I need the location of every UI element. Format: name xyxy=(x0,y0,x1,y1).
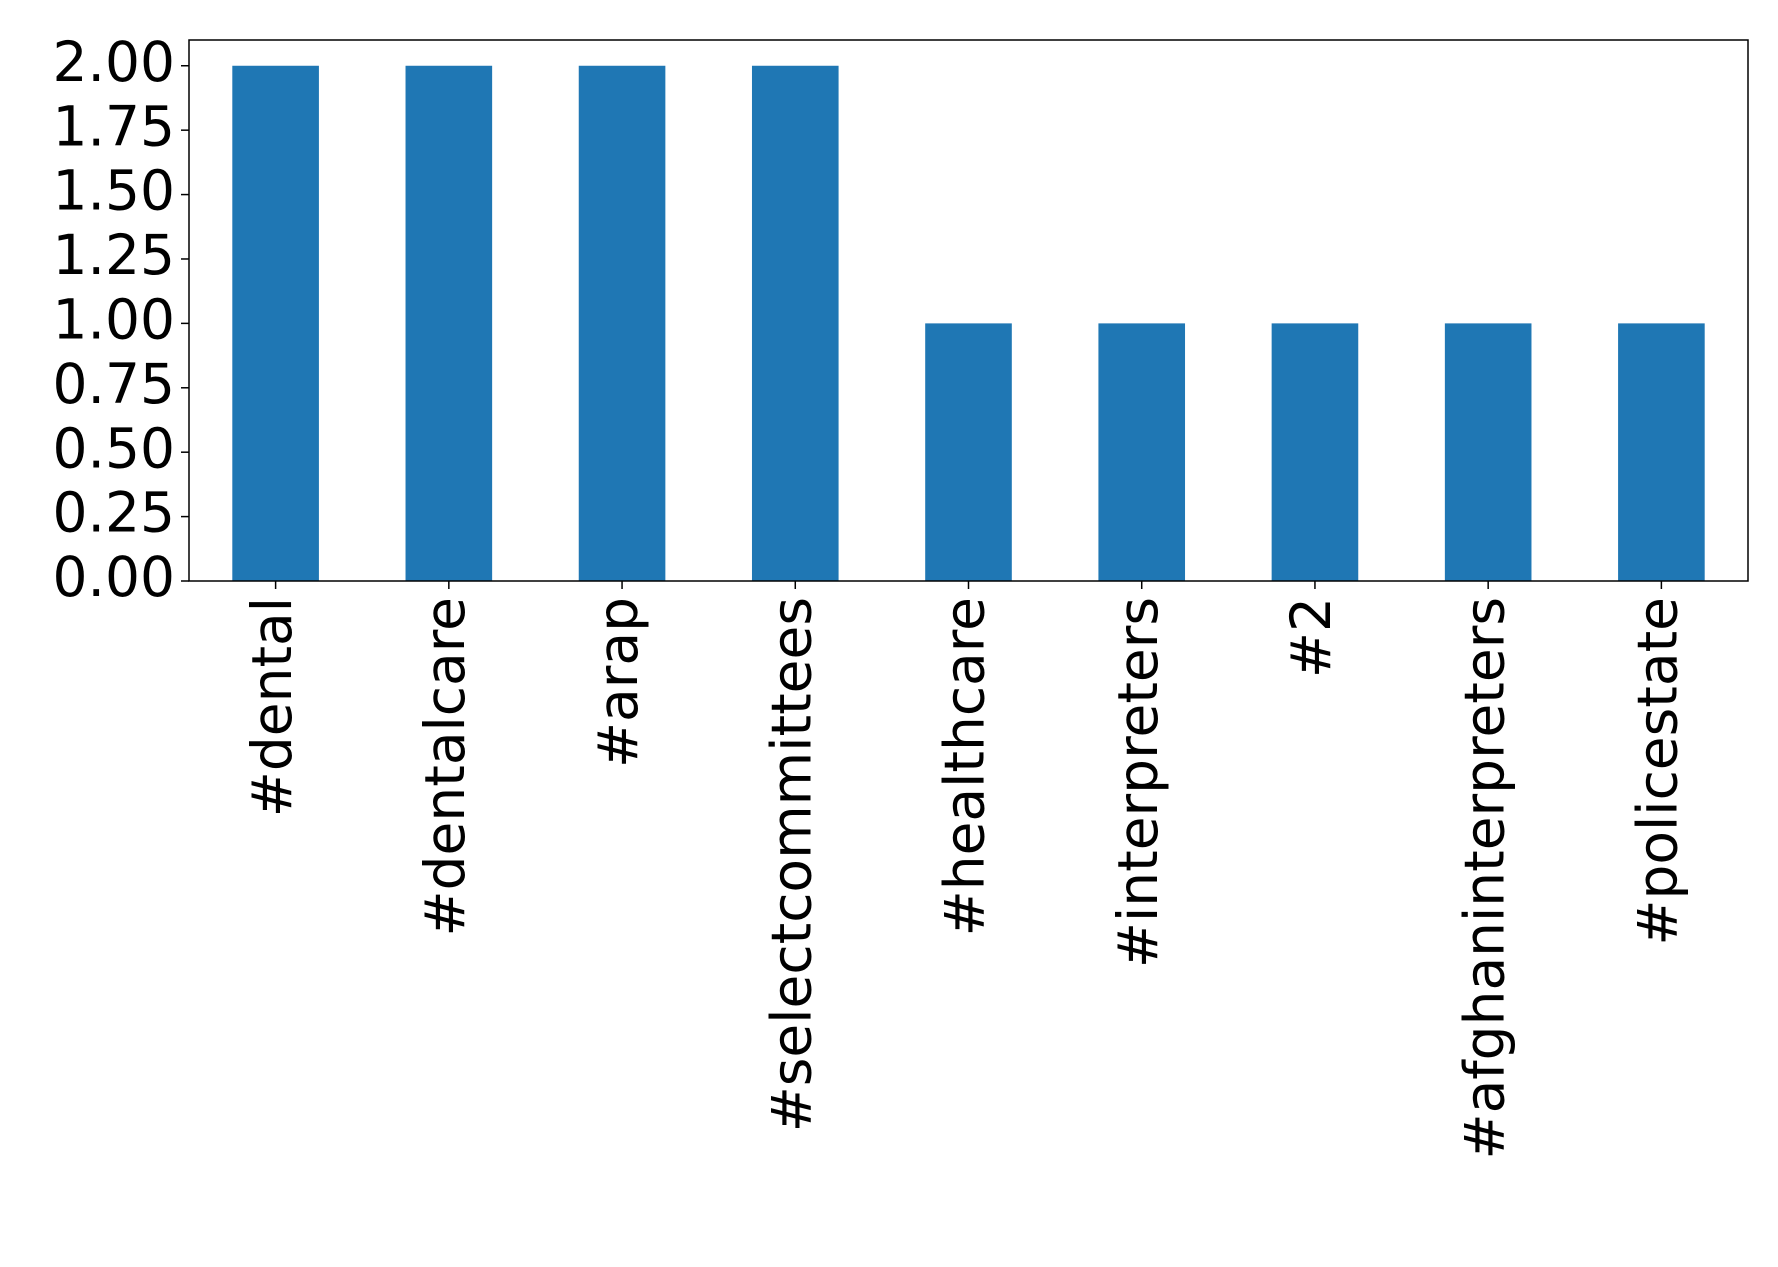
y-tick-label: 1.25 xyxy=(53,223,175,287)
x-tick-label: #policestate xyxy=(1626,597,1690,946)
bar xyxy=(405,65,493,581)
x-tick-label: #arap xyxy=(586,597,650,768)
x-tick-label: #2 xyxy=(1279,597,1343,678)
bar xyxy=(1271,323,1359,581)
y-tick-label: 1.75 xyxy=(53,94,175,158)
x-tick-label: #dental xyxy=(240,597,304,817)
bar xyxy=(925,323,1012,581)
bar xyxy=(232,65,319,581)
x-tick-label: #healthcare xyxy=(933,597,997,936)
y-tick-label: 2.00 xyxy=(53,30,175,94)
y-tick-label: 0.00 xyxy=(53,545,175,609)
y-tick-label: 0.75 xyxy=(53,352,175,416)
plot-frame xyxy=(188,39,1749,582)
x-tick-label: #selectcommittees xyxy=(759,597,823,1132)
x-tick-label: #interpreters xyxy=(1106,597,1170,968)
x-tick-label: #dentalcare xyxy=(413,597,477,936)
bar xyxy=(751,65,839,581)
bar xyxy=(578,65,666,581)
x-tick-label: #afghaninterpreters xyxy=(1452,597,1516,1159)
bar xyxy=(1444,323,1532,581)
y-tick-label: 0.50 xyxy=(53,416,175,480)
bar xyxy=(1098,323,1186,581)
y-tick-label: 0.25 xyxy=(53,481,175,545)
y-tick-label: 1.00 xyxy=(53,288,175,352)
bar xyxy=(1618,323,1705,581)
y-tick-label: 1.50 xyxy=(53,159,175,223)
